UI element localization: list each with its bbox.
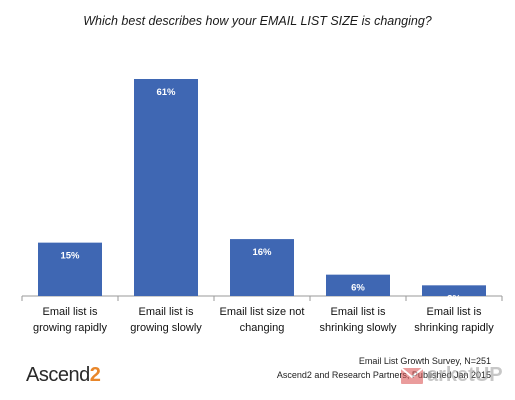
chart-title: Which best describes how your EMAIL LIST…: [83, 14, 432, 28]
bar-data-label: 6%: [351, 283, 365, 294]
envelope-icon: [400, 366, 424, 384]
category-label: Email list is: [42, 306, 98, 318]
bar: [134, 79, 198, 296]
ascend2-logo: Ascend2: [26, 364, 101, 387]
category-label: shrinking rapidly: [414, 322, 494, 334]
source-line-2: Ascend2 and Research Partners, Published…: [276, 370, 491, 380]
bar: [422, 285, 486, 296]
category-label: growing slowly: [130, 322, 202, 334]
watermark-text: arketUP: [427, 364, 503, 386]
category-label: Email list is: [138, 306, 194, 318]
bar: [230, 239, 294, 296]
source-note: Email List Growth Survey, N=251 Ascend2 …: [221, 354, 491, 382]
bar-data-label: 61%: [156, 87, 176, 98]
logo-number: 2: [89, 364, 101, 386]
bar: [38, 242, 102, 296]
bar-data-label: 15%: [60, 251, 80, 262]
category-label: shrinking slowly: [319, 322, 397, 334]
category-label: growing rapidly: [33, 322, 107, 334]
category-label: changing: [240, 322, 285, 334]
source-line-1: Email List Growth Survey, N=251: [358, 356, 491, 366]
logo-text: Ascend: [26, 364, 90, 386]
category-label: Email list is: [330, 306, 386, 318]
bar: [326, 274, 390, 296]
bar-data-label: 16%: [252, 247, 272, 258]
marketup-watermark: arketUP: [400, 364, 503, 387]
category-label: Email list is: [426, 306, 482, 318]
category-label: Email list size not: [220, 306, 305, 318]
bar-data-label: 3%: [447, 293, 461, 304]
